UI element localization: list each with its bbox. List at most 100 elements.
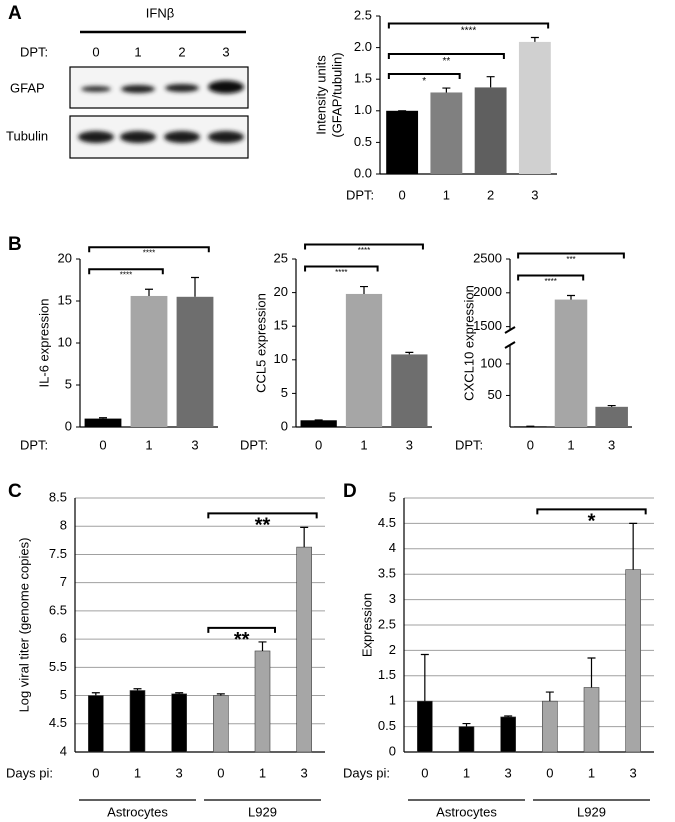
lane-label: 1 — [134, 44, 141, 59]
bar — [254, 650, 271, 753]
x-tick-label: 0 — [92, 765, 99, 780]
x-tick-label: 3 — [505, 765, 512, 780]
y-tick-label: 4.5 — [49, 715, 67, 730]
error-bar — [607, 404, 616, 407]
y-tick-label: 20 — [58, 250, 72, 265]
x-tick-label: 3 — [176, 765, 183, 780]
x-tick-label: 1 — [360, 437, 367, 452]
error-bar — [486, 76, 495, 88]
y-tick-label: 2500 — [473, 250, 502, 265]
x-tick-label: 3 — [301, 765, 308, 780]
bar — [88, 695, 104, 753]
row-label: Tubulin — [6, 128, 48, 143]
error-bar — [258, 641, 267, 651]
y-axis-label: (GFAP/tubulin) — [329, 52, 344, 137]
x-axis-label: DPT: — [455, 437, 483, 452]
treatment-label: IFNβ — [146, 5, 174, 20]
bar — [213, 695, 229, 753]
significance-label: **** — [461, 26, 477, 37]
bar — [518, 41, 551, 174]
significance-label: **** — [120, 271, 132, 280]
x-axis-label: Days pi: — [6, 765, 53, 780]
error-bar — [175, 692, 184, 694]
y-tick-label: 10 — [58, 334, 72, 349]
blot-xlabel: DPT: — [20, 44, 48, 59]
y-tick-label: 0 — [389, 743, 396, 758]
y-tick-label: 5 — [281, 385, 288, 400]
error-bar — [300, 526, 309, 548]
panel-label: B — [8, 234, 22, 255]
x-tick-label: 3 — [406, 437, 413, 452]
y-tick-label: 15 — [274, 318, 288, 333]
significance-bracket — [536, 508, 647, 515]
significance-label: * — [422, 76, 426, 87]
y-tick-label: 6 — [60, 631, 67, 646]
significance-bracket — [304, 265, 379, 272]
error-bar — [545, 691, 554, 702]
error-bar — [504, 715, 513, 717]
error-bar — [99, 417, 107, 419]
x-tick-label: 0 — [527, 437, 534, 452]
group-label: L929 — [248, 804, 277, 819]
bar — [300, 420, 337, 427]
y-tick-label: 3 — [389, 591, 396, 606]
bar — [296, 546, 312, 753]
x-tick-label: 3 — [608, 437, 615, 452]
y-tick-label: 5 — [389, 489, 396, 504]
x-tick-label: 0 — [399, 187, 406, 202]
y-axis-label: Expression — [359, 593, 374, 657]
bar — [345, 293, 383, 427]
bar — [171, 693, 187, 753]
error-bar — [191, 276, 199, 297]
band — [121, 85, 155, 93]
error-bar — [530, 36, 539, 42]
y-tick-label: 2.5 — [378, 616, 396, 631]
band — [164, 131, 200, 143]
y-tick-label: 20 — [274, 284, 288, 299]
y-tick-label: 1500 — [473, 318, 502, 333]
y-tick-label: 10 — [274, 351, 288, 366]
bar — [458, 726, 475, 753]
y-tick-label: 2 — [389, 642, 396, 657]
y-tick-label: 5 — [60, 687, 67, 702]
axis-break — [504, 341, 516, 349]
bar — [542, 700, 558, 753]
error-bar — [216, 693, 225, 696]
x-tick-label: 0 — [217, 765, 224, 780]
x-tick-label: 0 — [421, 765, 428, 780]
y-tick-label: 0 — [281, 418, 288, 433]
y-tick-label: 1 — [389, 693, 396, 708]
y-axis-label: Log viral titer (genome copies) — [16, 538, 31, 713]
y-tick-label: 1.5 — [354, 71, 372, 86]
x-tick-label: 0 — [315, 437, 322, 452]
x-tick-label: 2 — [487, 187, 494, 202]
lane-label: 3 — [222, 44, 229, 59]
lane-label: 2 — [178, 44, 185, 59]
significance-label: *** — [566, 255, 575, 264]
axis-break — [504, 326, 516, 334]
x-tick-label: 1 — [145, 437, 152, 452]
band — [165, 84, 199, 92]
x-axis-label: DPT: — [20, 437, 48, 452]
x-axis-label: DPT: — [346, 187, 374, 202]
significance-label: ** — [255, 515, 271, 537]
y-axis-label: IL-6 expression — [36, 299, 51, 388]
x-tick-label: 3 — [191, 437, 198, 452]
bar — [130, 295, 168, 427]
bar — [417, 700, 433, 753]
bar — [554, 299, 588, 427]
row-label: GFAP — [10, 80, 45, 95]
significance-bracket — [304, 243, 424, 250]
significance-bracket — [207, 626, 276, 633]
significance-bracket — [387, 53, 505, 60]
bar — [625, 569, 641, 753]
significance-bracket — [88, 268, 164, 275]
y-tick-label: 25 — [274, 250, 288, 265]
y-tick-label: 7.5 — [49, 546, 67, 561]
x-tick-label: 1 — [134, 765, 141, 780]
error-bar — [360, 285, 368, 294]
y-tick-label: 15 — [58, 292, 72, 307]
significance-bracket — [207, 512, 318, 519]
significance-bracket — [387, 22, 550, 29]
y-tick-label: 4.5 — [378, 515, 396, 530]
